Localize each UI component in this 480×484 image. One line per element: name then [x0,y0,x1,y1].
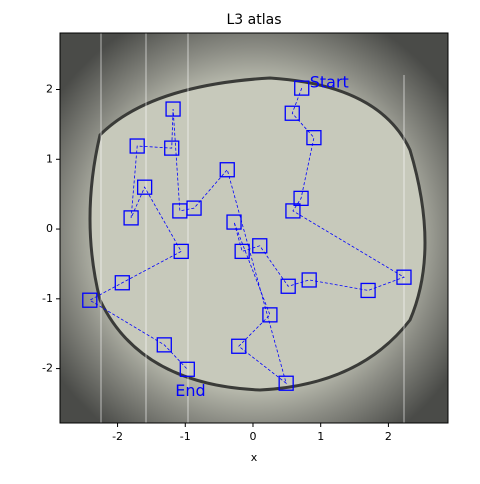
background-image [60,33,448,423]
marker [306,130,322,146]
marker [136,179,153,195]
marker [285,203,301,219]
marker [156,337,172,353]
marker [280,278,296,294]
marker [293,190,309,206]
marker [129,138,145,154]
marker [172,203,188,219]
x-tick-label: 1 [317,430,324,443]
marker [278,375,294,391]
marker [165,101,181,117]
marker [262,307,278,323]
marker [164,140,180,156]
marker [231,338,247,354]
annotation: Start [310,73,349,92]
y-tick-label: -2 [42,362,53,375]
marker [234,243,250,260]
x-tick-label: 0 [249,430,256,443]
chart-title: L3 atlas [227,12,282,28]
marker [123,210,139,226]
x-tick-label: -2 [112,430,123,443]
marker [294,80,310,96]
marker [114,275,130,291]
marker [252,238,268,254]
annotation: End [175,381,205,400]
plot-frame [59,32,449,424]
marker [173,243,189,260]
y-tick-label: 2 [46,83,53,96]
y-tick-label: -1 [42,292,53,305]
y-tick-label: 0 [46,222,53,235]
marker [360,282,376,299]
y-tick-label: 1 [46,152,53,165]
marker [179,361,195,377]
x-axis-label: x [251,451,258,464]
path-line [88,87,405,385]
marker [301,272,317,288]
marker [284,105,300,121]
x-tick-label: -1 [180,430,191,443]
marker [82,292,98,308]
marker [219,162,235,178]
marker [226,214,242,230]
marker [396,269,412,285]
x-tick-label: 2 [385,430,392,443]
